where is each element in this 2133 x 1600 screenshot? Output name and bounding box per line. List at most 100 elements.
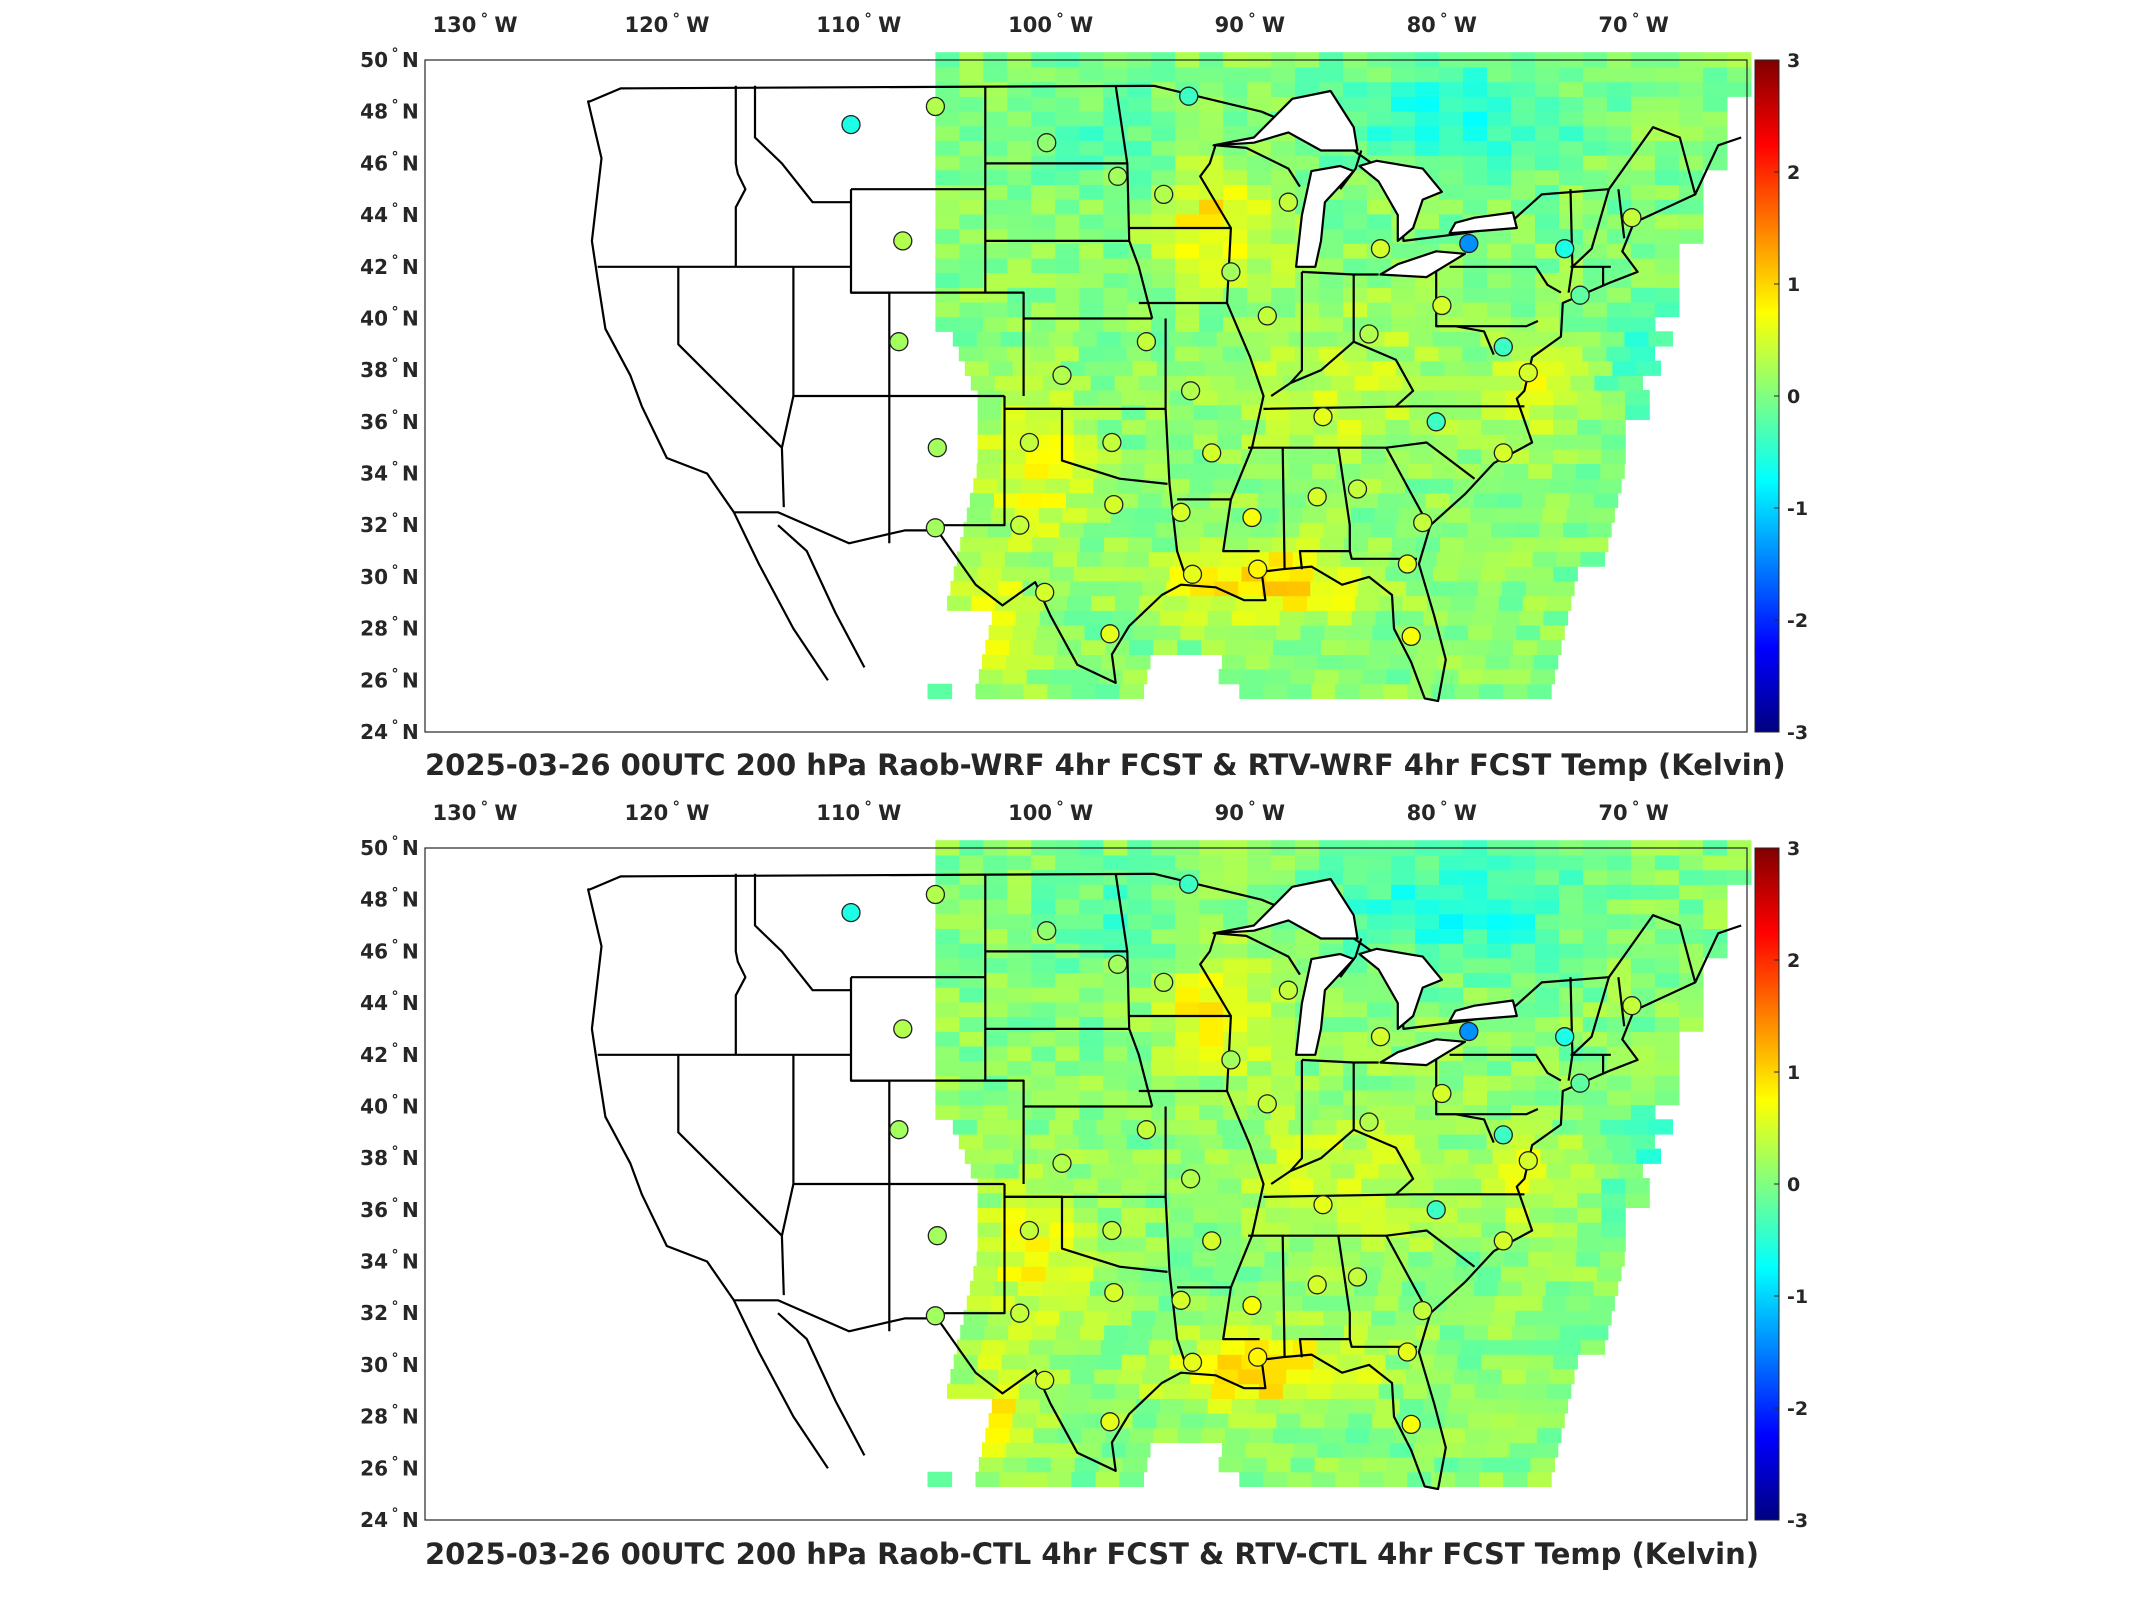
field-cell: [1450, 1163, 1476, 1179]
field-cell: [1426, 375, 1452, 391]
lat-tick-label: 38: [360, 1146, 388, 1170]
field-cell: [960, 536, 985, 553]
field-cell: [1449, 1280, 1475, 1297]
field-cell: [1103, 316, 1128, 332]
raob-station-marker: [1257, 1094, 1277, 1114]
field-cell: [1415, 536, 1441, 553]
field-cell: [1121, 1192, 1147, 1208]
field-cell: [1055, 972, 1080, 988]
field-cell: [977, 390, 1003, 406]
field-cell: [1542, 507, 1567, 523]
field-cell: [935, 213, 960, 230]
field-cell: [1223, 111, 1248, 127]
field-cell: [1487, 96, 1512, 112]
field-cell: [1337, 1354, 1362, 1370]
field-cell: [1127, 957, 1152, 973]
field-cell: [1446, 507, 1471, 523]
field-cell: [1337, 419, 1362, 435]
field-cell: [1019, 595, 1044, 611]
field-cell: [1432, 331, 1458, 347]
field-cell: [1220, 1339, 1246, 1355]
field-cell: [1391, 536, 1417, 553]
raob-station-marker: [1179, 874, 1199, 894]
field-cell: [1505, 1354, 1530, 1370]
field-cell: [1378, 375, 1404, 391]
field-cell: [959, 1016, 984, 1032]
field-cell: [1079, 1060, 1104, 1076]
field-cell: [1210, 1163, 1236, 1179]
field-cell: [1056, 1324, 1081, 1341]
state-border-line: [1289, 271, 1304, 384]
field-cell: [1463, 869, 1488, 885]
field-cell: [1612, 1148, 1637, 1164]
field-cell: [1577, 1236, 1602, 1252]
field-cell: [959, 913, 984, 929]
field-cell: [1654, 228, 1680, 244]
field-cell: [1367, 1324, 1393, 1341]
field-cell: [1582, 66, 1608, 83]
field-cell: [1450, 1383, 1476, 1399]
field-cell: [950, 580, 975, 597]
field-cell: [1408, 331, 1434, 347]
field-cell: [1018, 1280, 1043, 1297]
field-cell: [1151, 66, 1176, 83]
field-cell: [977, 1178, 1003, 1194]
field-cell: [1273, 639, 1298, 655]
lat-direction-label: N: [402, 307, 419, 331]
field-cell: [1223, 155, 1248, 171]
field-cell: [1006, 1442, 1031, 1458]
state-border-line: [935, 1184, 1006, 1315]
field-cell: [1461, 1442, 1487, 1458]
field-cell: [1582, 943, 1608, 959]
field-cell: [1127, 1001, 1152, 1018]
field-cell: [1410, 669, 1436, 685]
field-cell: [994, 492, 1019, 509]
field-cell: [1324, 360, 1350, 376]
lon-tick-label: 100: [1008, 801, 1052, 825]
field-cell: [959, 243, 984, 259]
field-cell: [1314, 669, 1340, 685]
lon-direction-label: W: [1262, 801, 1285, 825]
field-cell: [1594, 375, 1619, 391]
field-cell: [1390, 346, 1416, 362]
field-cell: [959, 199, 984, 215]
field-cell: [1031, 987, 1056, 1003]
field-cell: [950, 1368, 975, 1385]
field-cell: [991, 1398, 1017, 1414]
field-cell: [1031, 66, 1056, 83]
field-cell: [1367, 854, 1392, 871]
field-cell: [1151, 213, 1176, 230]
field-cell: [1625, 1178, 1650, 1194]
field-cell: [1409, 1192, 1434, 1208]
field-cell: [1319, 1045, 1344, 1062]
field-cell: [1350, 1295, 1376, 1311]
field-cell: [1042, 492, 1067, 509]
field-cell: [1630, 869, 1656, 885]
field-cell: [1247, 972, 1272, 988]
lat-degree-mark: °: [392, 1041, 399, 1057]
field-cell: [1151, 81, 1176, 97]
field-cell: [1001, 1222, 1027, 1238]
field-cell: [1094, 580, 1119, 597]
field-cell: [1487, 287, 1512, 303]
field-cell: [1248, 1324, 1273, 1341]
raob-station-marker: [1136, 1120, 1157, 1140]
field-cell: [1498, 375, 1524, 391]
field-cell: [1239, 1471, 1264, 1487]
field-cell: [1180, 625, 1205, 641]
field-cell: [1606, 81, 1632, 97]
field-cell: [1144, 1251, 1170, 1267]
field-cell: [1415, 96, 1440, 112]
raob-station-marker: [1622, 208, 1642, 228]
great-lake-outline: [1448, 999, 1518, 1023]
field-cell: [1463, 140, 1488, 156]
field-cell: [1512, 1427, 1538, 1443]
lat-degree-mark: °: [392, 1248, 399, 1264]
field-cell: [1532, 1339, 1558, 1355]
field-cell: [1338, 669, 1364, 685]
field-cell: [1216, 1251, 1241, 1267]
field-cell: [1630, 1075, 1656, 1091]
field-cell: [1457, 390, 1482, 406]
field-cell: [1343, 301, 1368, 318]
field-cell: [1553, 1236, 1578, 1252]
